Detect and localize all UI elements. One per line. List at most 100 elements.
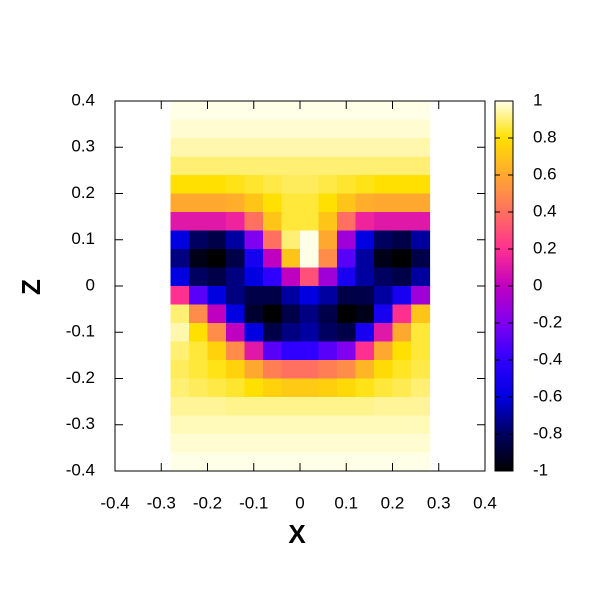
x-tick-label: 0.3 [427,493,451,512]
heat-cell [207,101,227,121]
colorbar-tick-label: 0.4 [533,201,557,220]
heat-cell [300,341,320,361]
heat-cell [411,452,431,472]
heat-cell [281,360,301,380]
heat-cell [189,452,209,472]
heat-cell [226,156,246,176]
colorbar-tick-label: -1 [533,460,548,479]
heat-cell [263,267,283,287]
heat-cell [355,323,375,343]
heat-cell [392,212,412,232]
heat-cell [263,360,283,380]
heat-cell [189,267,209,287]
heat-cell [355,304,375,324]
heat-cell [207,434,227,454]
heat-cell [374,138,394,158]
heat-cell [207,230,227,250]
heat-cell [337,397,357,417]
heat-cell [170,452,190,472]
heat-cell [189,434,209,454]
heat-cell [374,341,394,361]
heat-cell [337,138,357,158]
heat-cell [226,267,246,287]
heat-cell [189,397,209,417]
heat-cell [263,378,283,398]
heat-cell [300,397,320,417]
heat-cell [392,267,412,287]
heat-cell [392,452,412,472]
heat-cell [392,249,412,269]
heat-cell [355,267,375,287]
heat-cell [244,378,264,398]
heat-cell [355,360,375,380]
heat-cell [318,193,338,213]
heat-cell [318,175,338,195]
heat-cell [337,119,357,139]
heatmap [170,101,431,472]
heat-cell [263,101,283,121]
colorbar-tick-label: 0.8 [533,127,557,146]
heat-cell [337,323,357,343]
heat-cell [263,119,283,139]
heat-cell [226,323,246,343]
heat-cell [207,341,227,361]
y-tick-label: 0.1 [71,229,95,248]
heat-cell [300,323,320,343]
heat-cell [244,212,264,232]
heat-cell [226,230,246,250]
x-tick-label: 0.4 [473,493,497,512]
heat-cell [244,397,264,417]
y-axis-label: Z [16,279,46,295]
heat-cell [374,434,394,454]
heat-cell [374,230,394,250]
heat-cell [226,193,246,213]
heat-cell [170,397,190,417]
heat-cell [263,304,283,324]
heat-cell [281,267,301,287]
heat-cell [263,175,283,195]
heat-cell [263,452,283,472]
heat-cell [392,138,412,158]
heat-cell [318,101,338,121]
heat-cell [392,397,412,417]
heat-cell [281,212,301,232]
heat-cell [281,452,301,472]
heat-cell [374,360,394,380]
heat-cell [207,360,227,380]
x-tick-label: -0.1 [239,493,268,512]
heat-cell [411,193,431,213]
heat-cell [244,138,264,158]
y-tick-label: -0.1 [66,322,95,341]
heat-cell [318,452,338,472]
heat-cell [189,212,209,232]
heat-cell [355,341,375,361]
heat-cell [355,286,375,306]
heat-cell [189,175,209,195]
heat-cell [207,267,227,287]
heat-cell [226,212,246,232]
heat-cell [355,101,375,121]
heat-cell [337,304,357,324]
heat-cell [374,119,394,139]
heat-cell [207,249,227,269]
heat-cell [207,452,227,472]
heat-cell [244,249,264,269]
heat-cell [300,286,320,306]
heat-cell [318,286,338,306]
colorbar-tick-label: 0.2 [533,238,557,257]
heat-cell [189,138,209,158]
heat-cell [318,397,338,417]
heat-cell [263,286,283,306]
heat-cell [281,397,301,417]
heat-cell [392,415,412,435]
heat-cell [300,378,320,398]
heat-cell [189,156,209,176]
heat-cell [374,267,394,287]
heat-cell [226,378,246,398]
colorbar-tick-label: -0.4 [533,349,562,368]
heat-cell [244,267,264,287]
heat-cell [226,415,246,435]
x-tick-label: 0.2 [381,493,405,512]
heat-cell [263,397,283,417]
heat-cell [189,415,209,435]
